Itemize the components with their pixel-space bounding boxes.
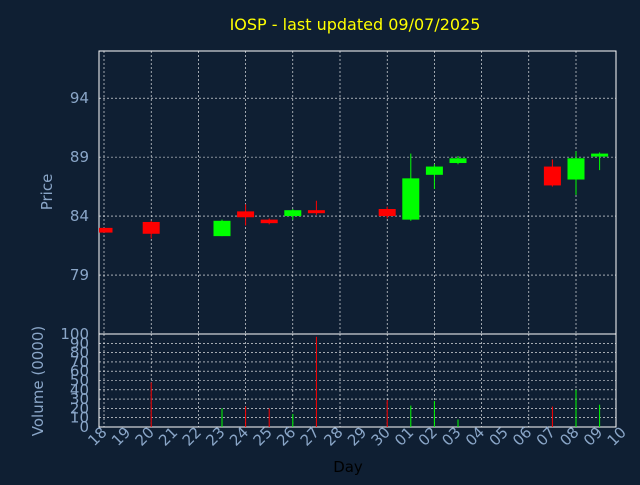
- chart-title: IOSP - last updated 09/07/2025: [230, 15, 481, 34]
- candle-body: [260, 219, 278, 224]
- volume-tick-label: 20: [70, 399, 89, 417]
- price-tick-label: 79: [70, 266, 89, 284]
- candle-body: [307, 210, 325, 214]
- candle-body: [237, 211, 255, 218]
- price-panel-frame: [98, 50, 617, 335]
- candle-body: [378, 209, 396, 217]
- candle-body: [142, 221, 160, 234]
- volume-tick-label: 80: [70, 344, 89, 362]
- volume-tick-label: 100: [60, 325, 89, 343]
- candle-body: [543, 166, 561, 186]
- candle-body: [425, 166, 443, 175]
- volume-y-axis-label: Volume (0000): [29, 326, 47, 436]
- candle-body: [284, 210, 302, 217]
- candle-body: [567, 158, 585, 180]
- volume-tick-label: 30: [70, 390, 89, 408]
- volume-tick-label: 40: [70, 381, 89, 399]
- x-axis-label: Day: [333, 458, 363, 476]
- volume-tick-label: 90: [70, 334, 89, 352]
- price-grid: [99, 51, 616, 334]
- candle-body: [402, 178, 420, 220]
- price-tick-label: 84: [70, 207, 89, 225]
- candles: [99, 151, 609, 239]
- volume-grid: [99, 334, 616, 427]
- candle-body: [591, 153, 609, 157]
- price-tick-label: 89: [70, 148, 89, 166]
- candle-body: [99, 227, 113, 233]
- volume-tick-label: 0: [79, 418, 89, 436]
- volume-bars: [150, 336, 601, 427]
- candle-body: [449, 158, 467, 164]
- volume-tick-label: 70: [70, 353, 89, 371]
- candle-body: [213, 220, 231, 237]
- price-y-ticks: 79 84 89 94: [70, 89, 89, 284]
- x-ticks: 1819202122232425262728293001020304050607…: [84, 423, 629, 449]
- volume-tick-label: 60: [70, 362, 89, 380]
- price-y-axis-label: Price: [38, 174, 56, 211]
- volume-tick-label: 10: [70, 409, 89, 427]
- price-tick-label: 94: [70, 89, 89, 107]
- volume-tick-label: 50: [70, 372, 89, 390]
